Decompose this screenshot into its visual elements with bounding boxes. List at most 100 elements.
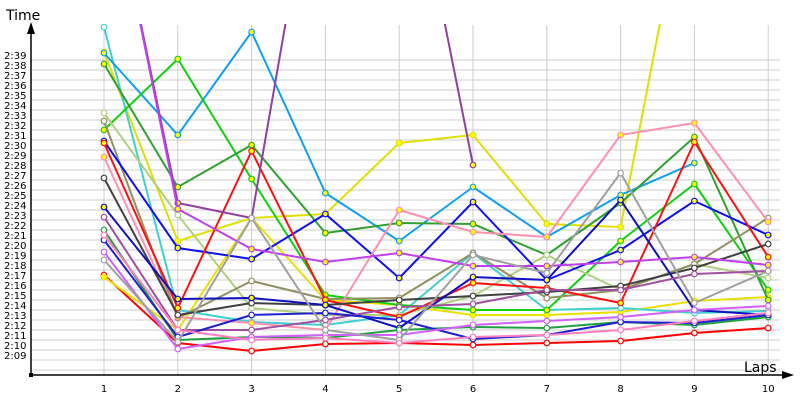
data-point	[691, 329, 698, 337]
y-tick-label: 2:38	[4, 61, 26, 72]
data-point	[543, 269, 551, 277]
data-point	[691, 180, 698, 188]
data-point	[174, 338, 182, 346]
data-point	[322, 258, 329, 266]
y-tick-label: 2:35	[4, 91, 26, 102]
data-point	[100, 213, 108, 221]
y-tick-label: 2:11	[4, 331, 26, 342]
y-tick-label: 2:09	[4, 351, 26, 362]
data-point	[469, 273, 477, 281]
y-tick-label: 2:19	[4, 251, 26, 262]
data-point	[100, 231, 108, 239]
y-tick-label: 2:36	[4, 81, 26, 92]
data-point	[764, 267, 772, 275]
x-tick-label: 3	[248, 384, 254, 395]
data-point	[248, 326, 256, 334]
data-point	[322, 316, 329, 324]
y-tick-label: 2:39	[4, 51, 26, 62]
y-tick-label: 2:12	[4, 321, 26, 332]
x-tick-label: 6	[470, 384, 476, 395]
data-point	[248, 319, 256, 327]
series-6	[100, 55, 772, 314]
data-point	[617, 246, 624, 254]
series-line	[103, 251, 769, 350]
data-point	[764, 240, 772, 248]
series-22	[100, 231, 772, 347]
data-point	[248, 245, 256, 253]
data-point	[395, 219, 403, 227]
origin-marker	[29, 373, 33, 377]
data-point	[543, 294, 551, 302]
data-point	[174, 211, 182, 219]
series-14	[100, 196, 772, 332]
data-point	[174, 237, 182, 245]
data-point	[543, 339, 551, 347]
data-point	[174, 295, 182, 303]
y-tick-label: 2:31	[4, 131, 26, 142]
data-point	[395, 249, 403, 257]
data-point	[174, 205, 182, 213]
series-line	[103, 199, 769, 329]
data-point	[469, 228, 477, 236]
data-point	[543, 251, 551, 259]
data-point	[395, 296, 403, 304]
y-tick-label: 2:20	[4, 241, 26, 252]
y-tick-label: 2:34	[4, 101, 26, 112]
data-point	[100, 174, 108, 182]
data-point	[174, 345, 182, 353]
data-point	[764, 274, 772, 282]
data-point	[100, 248, 108, 256]
data-point	[469, 161, 477, 169]
data-point	[469, 292, 477, 300]
data-point	[322, 326, 329, 334]
data-point	[764, 231, 772, 239]
data-point	[100, 109, 108, 117]
y-tick-label: 2:17	[4, 271, 26, 282]
series-line	[103, 217, 769, 331]
data-point	[469, 300, 477, 308]
data-point	[469, 131, 477, 139]
data-point	[469, 321, 477, 329]
data-point	[248, 28, 256, 36]
y-tick-label: 2:13	[4, 311, 26, 322]
data-point	[469, 262, 477, 270]
data-point	[617, 223, 624, 231]
series-line	[103, 274, 769, 352]
data-point	[248, 147, 256, 155]
data-point	[469, 251, 477, 259]
data-point	[248, 336, 256, 344]
data-point	[100, 117, 108, 125]
x-tick-label: 10	[762, 384, 775, 395]
y-tick-label: 2:14	[4, 301, 26, 312]
data-point	[617, 237, 624, 245]
data-point	[248, 311, 256, 319]
y-tick-label: 2:21	[4, 231, 26, 242]
y-tick-label: 2:27	[4, 171, 26, 182]
data-point	[764, 324, 772, 332]
y-tick-label: 2:26	[4, 181, 26, 192]
data-point	[691, 317, 698, 325]
data-point	[617, 131, 624, 139]
data-point	[322, 334, 329, 342]
y-axis-arrow	[27, 22, 35, 34]
y-tick-label: 2:37	[4, 71, 26, 82]
x-tick-label: 2	[175, 384, 181, 395]
data-point	[617, 299, 624, 307]
data-point	[248, 175, 256, 183]
data-point	[764, 309, 772, 317]
data-point	[543, 276, 551, 284]
data-point	[395, 237, 403, 245]
x-tick-label: 7	[544, 384, 550, 395]
data-point	[395, 206, 403, 214]
data-point	[248, 214, 256, 222]
data-point	[691, 138, 698, 146]
data-point	[322, 210, 329, 218]
axes: 2:092:102:112:122:132:142:152:162:172:18…	[4, 22, 794, 395]
data-point	[322, 340, 329, 348]
data-point	[691, 159, 698, 167]
data-point	[691, 253, 698, 261]
data-point	[617, 337, 624, 345]
data-point	[691, 299, 698, 307]
x-tick-label: 8	[617, 384, 623, 395]
